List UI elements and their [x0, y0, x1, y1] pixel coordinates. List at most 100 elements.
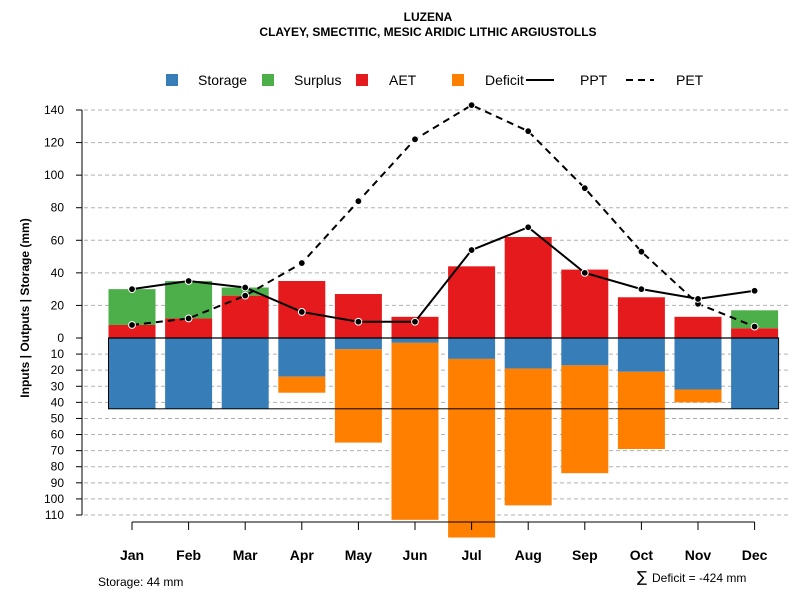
y-tick-label: 30	[51, 379, 65, 393]
legend-label-deficit: Deficit	[485, 72, 524, 88]
bar-aet	[334, 294, 382, 338]
bar-storage	[334, 338, 382, 350]
bar-storage	[391, 338, 439, 343]
bar-aet	[448, 266, 496, 338]
point-pet	[750, 322, 759, 331]
bar-aet	[731, 328, 779, 338]
bar-aet	[504, 237, 552, 338]
y-axis: 0 20 40 60 80 100 120 140 10 20 30 40 50 60 70 80 90 100 1…	[44, 103, 83, 522]
point-ppt	[184, 277, 193, 285]
point-pet	[354, 197, 363, 206]
bar-deficit	[674, 389, 722, 403]
legend-label-storage: Storage	[198, 72, 247, 88]
x-tick-label: Oct	[630, 547, 654, 563]
y-tick-label: 40	[51, 266, 65, 280]
point-ppt	[297, 308, 306, 316]
point-ppt	[637, 285, 646, 294]
y-tick-label: 100	[44, 492, 64, 506]
point-pet	[580, 184, 589, 193]
bar-aet	[561, 269, 609, 338]
x-tick-label: Jul	[461, 547, 481, 563]
x-tick-label: Jan	[120, 547, 144, 563]
y-tick-label: 60	[51, 428, 65, 442]
sum-icon: ∑	[637, 568, 647, 586]
bar-deficit	[391, 342, 439, 520]
bar-surplus	[108, 289, 156, 325]
y-tick-label: 20	[51, 298, 65, 312]
y-tick-label: 90	[51, 476, 65, 490]
y-tick-label: 70	[51, 444, 65, 458]
legend-label-pet: PET	[676, 72, 704, 88]
chart-title: LUZENA	[404, 10, 453, 24]
point-ppt	[750, 286, 759, 295]
point-pet	[637, 247, 646, 256]
y-tick-label: 20	[51, 363, 65, 377]
bar-storage	[108, 338, 156, 409]
y-tick-label: 10	[51, 347, 65, 361]
x-tick-label: Mar	[233, 547, 258, 563]
bar-storage	[448, 338, 496, 359]
bars	[108, 237, 780, 538]
bar-storage	[165, 338, 213, 409]
bar-storage	[504, 338, 552, 369]
legend-label-aet: AET	[389, 72, 417, 88]
legend-swatch-storage	[166, 74, 178, 86]
y-tick-label: 110	[45, 508, 64, 522]
point-ppt	[580, 268, 589, 277]
bar-deficit	[561, 365, 609, 474]
point-pet	[128, 321, 136, 329]
x-tick-label: Feb	[176, 547, 201, 563]
bar-deficit	[617, 371, 665, 450]
point-ppt	[354, 317, 363, 326]
point-ppt	[128, 285, 136, 294]
line-ppt	[131, 226, 755, 323]
y-tick-label: 100	[44, 168, 64, 182]
y-tick-label: 80	[51, 201, 65, 215]
bar-storage	[278, 338, 326, 377]
bar-storage	[617, 338, 665, 372]
bar-deficit	[504, 368, 552, 506]
bar-aet	[165, 318, 213, 338]
x-axis: Jan Feb Mar Apr May Jun Jul Aug Sep Oct Nov Dec	[120, 521, 768, 563]
bar-aet	[674, 316, 722, 338]
point-pet	[297, 259, 306, 267]
bar-storage	[221, 338, 269, 409]
x-tick-label: Aug	[515, 547, 542, 563]
y-tick-label: 40	[51, 395, 65, 409]
bar-storage	[674, 338, 722, 390]
bar-storage	[731, 338, 779, 409]
y-tick-label: 50	[51, 411, 65, 425]
bar-deficit	[278, 376, 326, 393]
point-pet	[524, 127, 533, 136]
bar-surplus	[221, 287, 269, 296]
y-tick-label: 120	[44, 136, 64, 150]
x-tick-label: Dec	[742, 547, 768, 563]
point-ppt	[524, 223, 533, 232]
y-tick-label: 140	[44, 103, 64, 117]
x-tick-label: May	[345, 547, 372, 563]
point-ppt	[467, 246, 476, 254]
legend-label-surplus: Surplus	[294, 72, 341, 88]
point-pet	[411, 135, 419, 144]
legend-swatch-deficit	[452, 74, 464, 86]
x-tick-label: Nov	[685, 547, 712, 563]
y-axis-label: Inputs | Outputs | Storage (mm)	[18, 218, 32, 397]
storage-note: Storage: 44 mm	[98, 575, 183, 589]
series-lines	[128, 101, 759, 331]
y-tick-label: 80	[51, 460, 65, 474]
bar-surplus	[731, 310, 779, 329]
bar-deficit	[448, 358, 496, 538]
bar-deficit	[334, 349, 382, 443]
line-pet	[131, 103, 755, 328]
x-tick-label: Sep	[572, 547, 598, 563]
point-ppt	[411, 317, 419, 326]
legend-swatch-surplus	[262, 74, 274, 86]
legend-swatch-aet	[356, 74, 368, 86]
point-pet	[184, 314, 193, 323]
point-pet	[467, 101, 476, 110]
point-ppt	[241, 283, 250, 292]
bar-storage	[561, 338, 609, 366]
point-pet	[241, 291, 250, 300]
legend: Storage Surplus AET Deficit PPT PET	[166, 72, 704, 88]
